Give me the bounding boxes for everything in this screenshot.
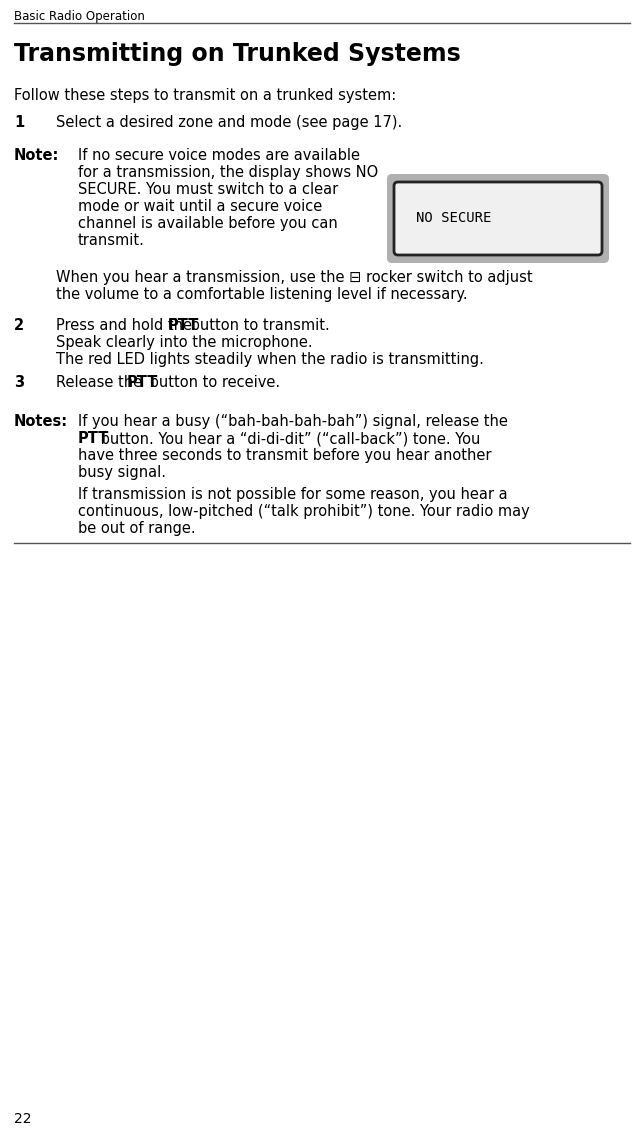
Text: Basic Radio Operation: Basic Radio Operation [14,10,145,23]
Text: 3: 3 [14,375,24,390]
Text: If no secure voice modes are available: If no secure voice modes are available [78,148,360,163]
Text: button to transmit.: button to transmit. [185,318,329,333]
Text: SECURE. You must switch to a clear: SECURE. You must switch to a clear [78,182,338,197]
Text: the volume to a comfortable listening level if necessary.: the volume to a comfortable listening le… [56,287,468,302]
Text: 2: 2 [14,318,24,333]
Text: busy signal.: busy signal. [78,466,166,480]
Text: When you hear a transmission, use the ⊟ rocker switch to adjust: When you hear a transmission, use the ⊟ … [56,270,533,285]
Text: Speak clearly into the microphone.: Speak clearly into the microphone. [56,334,312,350]
Text: transmit.: transmit. [78,233,145,247]
Text: PTT: PTT [126,375,158,390]
Text: button to receive.: button to receive. [145,375,279,390]
Text: Release the: Release the [56,375,147,390]
Text: Note:: Note: [14,148,59,163]
Text: for a transmission, the display shows NO: for a transmission, the display shows NO [78,165,378,180]
Text: button. You hear a “di-di-dit” (“call-back”) tone. You: button. You hear a “di-di-dit” (“call-ba… [97,431,481,446]
Text: Press and hold the: Press and hold the [56,318,196,333]
FancyBboxPatch shape [387,174,609,263]
Text: be out of range.: be out of range. [78,521,196,536]
Text: Select a desired zone and mode (see page 17).: Select a desired zone and mode (see page… [56,115,403,130]
Text: If you hear a busy (“bah-bah-bah-bah”) signal, release the: If you hear a busy (“bah-bah-bah-bah”) s… [78,414,508,429]
Text: PTT: PTT [78,431,109,446]
Text: PTT: PTT [167,318,198,333]
Text: Transmitting on Trunked Systems: Transmitting on Trunked Systems [14,42,460,66]
Text: The red LED lights steadily when the radio is transmitting.: The red LED lights steadily when the rad… [56,353,484,367]
FancyBboxPatch shape [394,182,602,255]
Text: have three seconds to transmit before you hear another: have three seconds to transmit before yo… [78,447,491,463]
Text: 1: 1 [14,115,24,130]
Text: Follow these steps to transmit on a trunked system:: Follow these steps to transmit on a trun… [14,88,396,103]
Text: mode or wait until a secure voice: mode or wait until a secure voice [78,199,322,214]
Text: 22: 22 [14,1112,32,1125]
Text: continuous, low-pitched (“talk prohibit”) tone. Your radio may: continuous, low-pitched (“talk prohibit”… [78,504,530,519]
Text: If transmission is not possible for some reason, you hear a: If transmission is not possible for some… [78,487,507,502]
Text: Notes:: Notes: [14,414,68,429]
Text: channel is available before you can: channel is available before you can [78,216,337,231]
Text: NO SECURE: NO SECURE [416,211,491,226]
